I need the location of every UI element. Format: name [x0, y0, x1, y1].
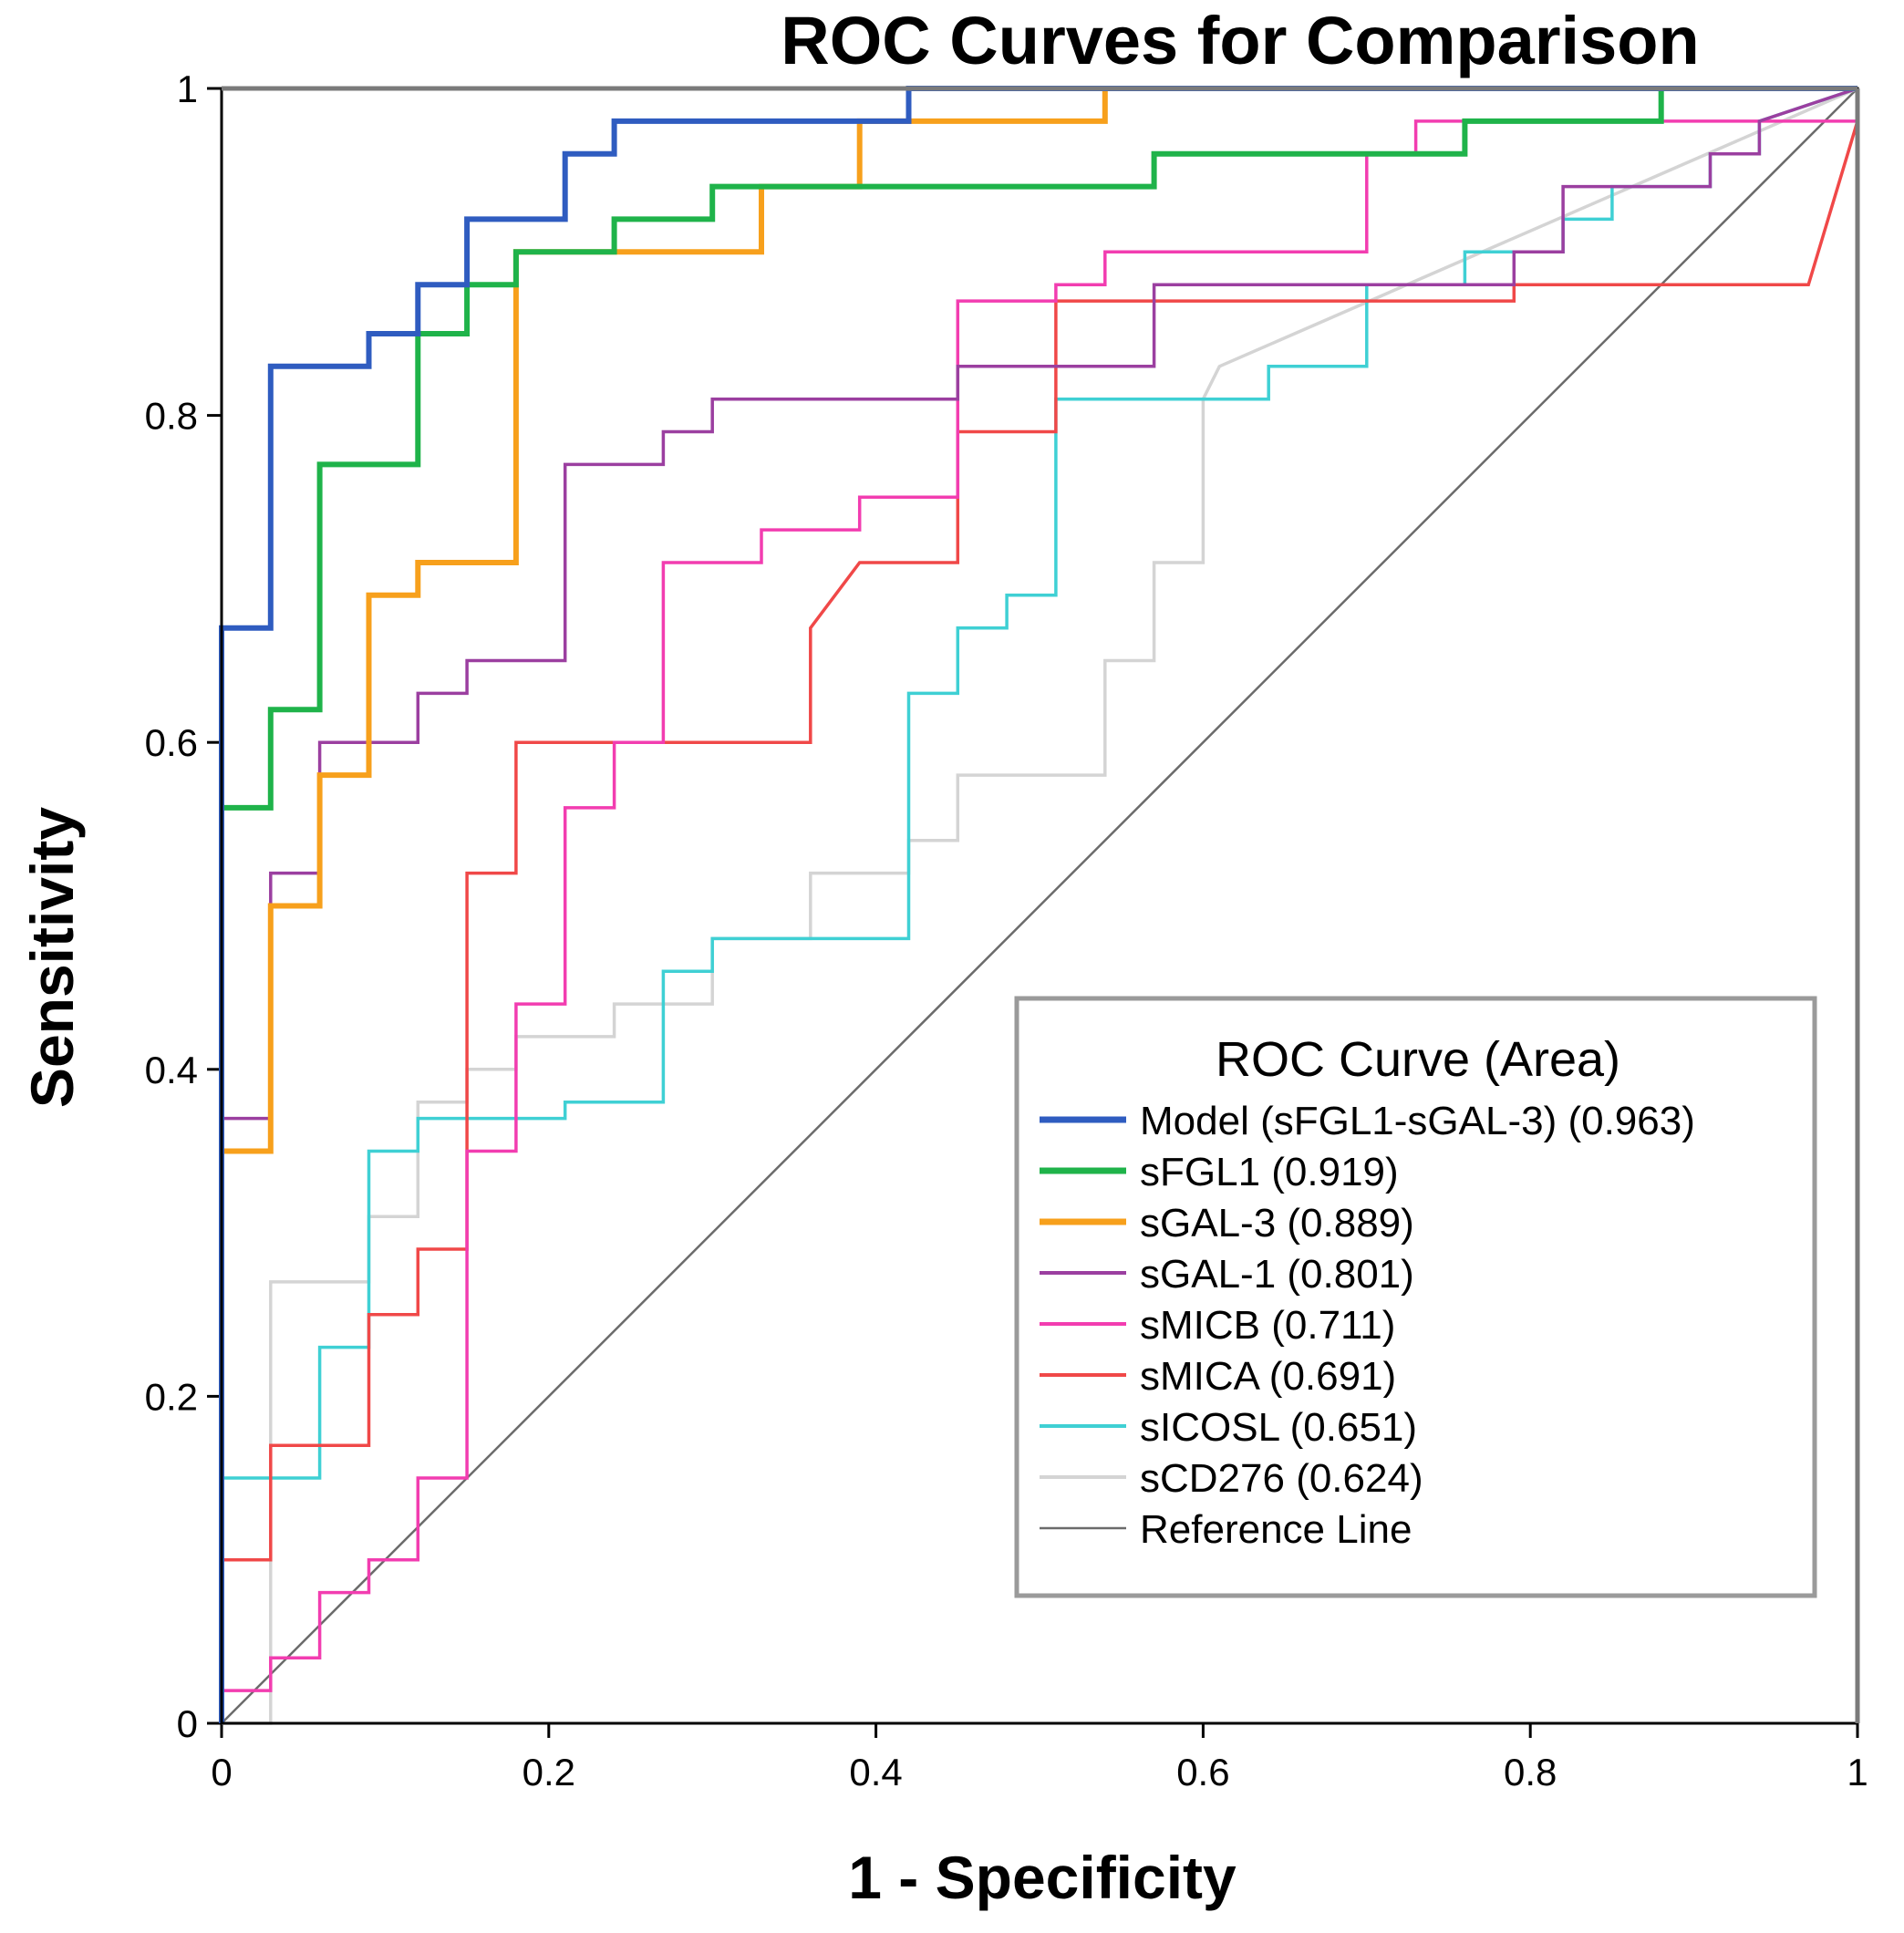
x-tick-label: 0 [211, 1751, 232, 1793]
y-axis-label: Sensitivity [18, 807, 86, 1108]
legend-label-model: Model (sFGL1-sGAL-3) (0.963) [1140, 1099, 1695, 1143]
legend-label-smicb: sMICB (0.711) [1140, 1303, 1395, 1348]
x-tick-label: 1 [1847, 1751, 1868, 1793]
legend: ROC Curve (Area) Model (sFGL1-sGAL-3) (0… [1014, 996, 1817, 1598]
chart-title: ROC Curves for Comparison [781, 3, 1699, 78]
x-tick-label: 0.8 [1504, 1751, 1557, 1793]
x-tick-label: 0.6 [1176, 1751, 1229, 1793]
legend-box [1014, 996, 1817, 1598]
y-tick-label: 0.8 [145, 395, 198, 438]
series-line-sfgl1 [219, 86, 1857, 1723]
x-tick-label: 0.4 [849, 1751, 902, 1793]
legend-label-sgal-3: sGAL-3 (0.889) [1140, 1201, 1414, 1246]
y-tick-label: 0.6 [145, 721, 198, 764]
series-layer [219, 86, 1859, 1725]
legend-label-scd276: sCD276 (0.624) [1140, 1456, 1423, 1501]
axis-ticks: 0 0.2 0.4 0.6 0.8 1 0 0.2 0.4 0.6 0.8 1 [145, 67, 1868, 1793]
series-line-sicosl [220, 87, 1858, 1723]
x-tick-label: 0.2 [523, 1751, 575, 1793]
y-tick-label: 0 [177, 1702, 198, 1745]
legend-items: Model (sFGL1-sGAL-3) (0.963) sFGL1 (0.919… [1040, 1099, 1695, 1552]
y-tick-label: 1 [177, 67, 198, 110]
legend-label-sgal-1: sGAL-1 (0.801) [1140, 1252, 1414, 1297]
series-line-reference-line [221, 88, 1858, 1724]
x-axis-label: 1 - Specificity [848, 1844, 1237, 1911]
legend-label-smica: sMICA (0.691) [1140, 1354, 1396, 1399]
legend-title: ROC Curve (Area) [1216, 1032, 1620, 1087]
series-line-smicb [220, 119, 1857, 1723]
legend-label-sicosl: sICOSL (0.651) [1140, 1405, 1417, 1450]
legend-label-sfgl1: sFGL1 (0.919) [1140, 1150, 1399, 1194]
series-line-model [219, 86, 1857, 1723]
y-tick-label: 0.2 [145, 1375, 198, 1418]
legend-label-reference-line: Reference Line [1140, 1507, 1412, 1552]
y-tick-label: 0.4 [145, 1049, 198, 1091]
